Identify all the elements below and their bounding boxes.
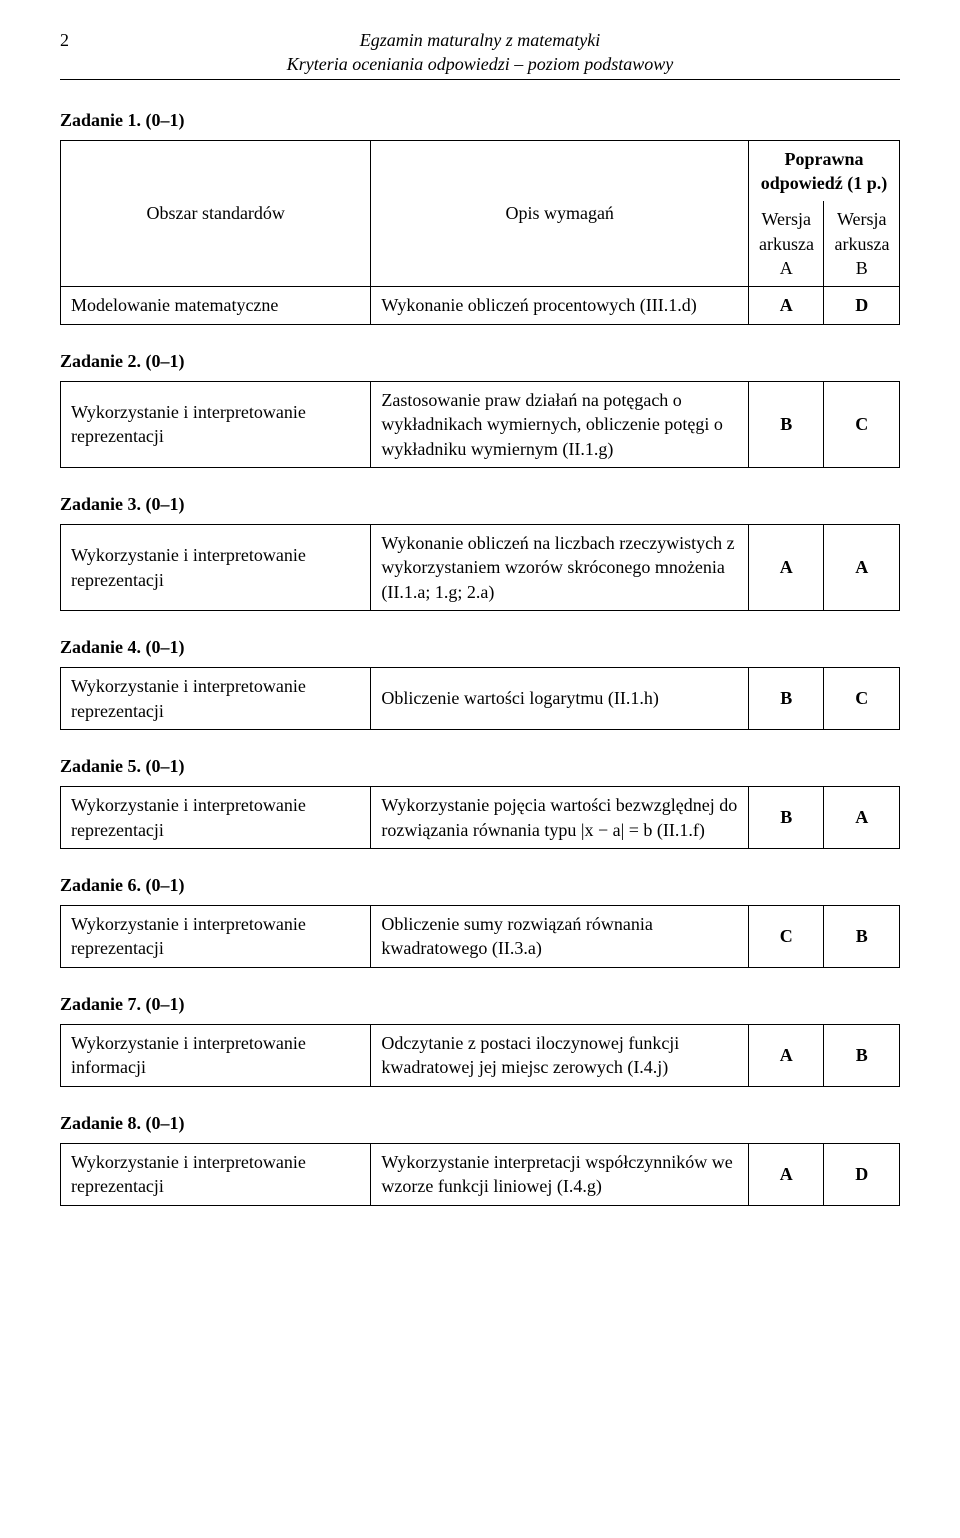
cell-area: Wykorzystanie i interpretowanie reprezen… [61, 906, 371, 968]
page-header: 2 Egzamin maturalny z matematyki Kryteri… [60, 28, 900, 80]
cell-desc: Obliczenie sumy rozwiązań równania kwadr… [371, 906, 749, 968]
header-desc: Opis wymagań [371, 140, 749, 286]
header-wersja-a: Wersja arkusza A [748, 201, 824, 286]
page-number: 2 [60, 28, 69, 52]
task3-title: Zadanie 3. (0–1) [60, 492, 900, 516]
cell-ans-b: D [824, 287, 900, 324]
header-answer: Poprawna odpowiedź (1 p.) [748, 140, 899, 201]
cell-ans-b: C [824, 668, 900, 730]
cell-desc: Wykonanie obliczeń procentowych (III.1.d… [371, 287, 749, 324]
cell-ans-b: B [824, 906, 900, 968]
cell-area: Wykorzystanie i interpretowanie reprezen… [61, 787, 371, 849]
task5-title: Zadanie 5. (0–1) [60, 754, 900, 778]
task4-table: Wykorzystanie i interpretowanie reprezen… [60, 667, 900, 730]
cell-area: Wykorzystanie i interpretowanie reprezen… [61, 381, 371, 467]
desc-post: (II.1.f) [652, 820, 704, 840]
cell-ans-a: B [748, 381, 824, 467]
header-area: Obszar standardów [61, 140, 371, 286]
cell-ans-a: A [748, 525, 824, 611]
cell-area: Modelowanie matematyczne [61, 287, 371, 324]
task1-table: Obszar standardów Opis wymagań Poprawna … [60, 140, 900, 325]
header-rule [60, 79, 900, 80]
cell-ans-b: A [824, 787, 900, 849]
table-row: Wykorzystanie i interpretowanie reprezen… [61, 381, 900, 467]
table-row: Wykorzystanie i interpretowanie reprezen… [61, 787, 900, 849]
cell-area: Wykorzystanie i interpretowanie informac… [61, 1025, 371, 1087]
table-row: Wykorzystanie i interpretowanie reprezen… [61, 525, 900, 611]
header-title-line2: Kryteria oceniania odpowiedzi – poziom p… [60, 52, 900, 76]
cell-ans-a: A [748, 1143, 824, 1205]
cell-ans-a: C [748, 906, 824, 968]
cell-area: Wykorzystanie i interpretowanie reprezen… [61, 1143, 371, 1205]
cell-ans-a: A [748, 1025, 824, 1087]
task2-table: Wykorzystanie i interpretowanie reprezen… [60, 381, 900, 468]
cell-desc: Obliczenie wartości logarytmu (II.1.h) [371, 668, 749, 730]
cell-ans-a: A [748, 287, 824, 324]
task2-title: Zadanie 2. (0–1) [60, 349, 900, 373]
table-header-row: Obszar standardów Opis wymagań Poprawna … [61, 140, 900, 201]
cell-ans-b: A [824, 525, 900, 611]
cell-desc: Wykorzystanie pojęcia wartości bezwzględ… [371, 787, 749, 849]
cell-ans-b: C [824, 381, 900, 467]
task1-title: Zadanie 1. (0–1) [60, 108, 900, 132]
table-row: Wykorzystanie i interpretowanie reprezen… [61, 906, 900, 968]
task3-table: Wykorzystanie i interpretowanie reprezen… [60, 524, 900, 611]
task8-title: Zadanie 8. (0–1) [60, 1111, 900, 1135]
table-row: Wykorzystanie i interpretowanie reprezen… [61, 668, 900, 730]
task7-table: Wykorzystanie i interpretowanie informac… [60, 1024, 900, 1087]
cell-area: Wykorzystanie i interpretowanie reprezen… [61, 668, 371, 730]
cell-ans-b: D [824, 1143, 900, 1205]
cell-desc: Wykorzystanie interpretacji współczynnik… [371, 1143, 749, 1205]
cell-area: Wykorzystanie i interpretowanie reprezen… [61, 525, 371, 611]
task8-table: Wykorzystanie i interpretowanie reprezen… [60, 1143, 900, 1206]
task6-title: Zadanie 6. (0–1) [60, 873, 900, 897]
task5-table: Wykorzystanie i interpretowanie reprezen… [60, 786, 900, 849]
cell-ans-a: B [748, 787, 824, 849]
desc-math: |x − a| = b [581, 820, 653, 840]
cell-desc: Zastosowanie praw działań na potęgach o … [371, 381, 749, 467]
cell-ans-b: B [824, 1025, 900, 1087]
header-title-line1: Egzamin maturalny z matematyki [60, 28, 900, 52]
task6-table: Wykorzystanie i interpretowanie reprezen… [60, 905, 900, 968]
table-row: Wykorzystanie i interpretowanie informac… [61, 1025, 900, 1087]
task4-title: Zadanie 4. (0–1) [60, 635, 900, 659]
table-row: Wykorzystanie i interpretowanie reprezen… [61, 1143, 900, 1205]
cell-desc: Wykonanie obliczeń na liczbach rzeczywis… [371, 525, 749, 611]
header-wersja-b: Wersja arkusza B [824, 201, 900, 286]
task7-title: Zadanie 7. (0–1) [60, 992, 900, 1016]
table-row: Modelowanie matematyczne Wykonanie oblic… [61, 287, 900, 324]
cell-desc: Odczytanie z postaci iloczynowej funkcji… [371, 1025, 749, 1087]
cell-ans-a: B [748, 668, 824, 730]
